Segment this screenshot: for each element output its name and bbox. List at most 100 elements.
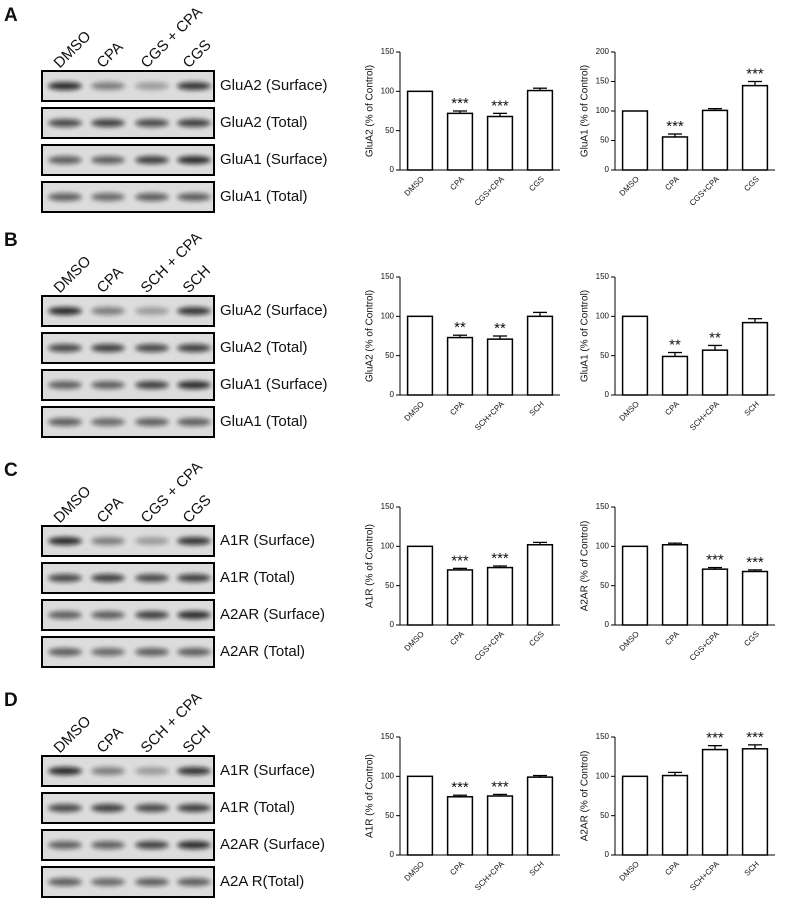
bar bbox=[701, 568, 729, 626]
significance: *** bbox=[706, 552, 724, 569]
blot-band bbox=[91, 344, 125, 352]
blot-band bbox=[135, 648, 169, 656]
y-tick-label: 100 bbox=[381, 541, 395, 550]
blot-label: A1R (Total) bbox=[220, 569, 295, 586]
bar bbox=[741, 84, 769, 171]
x-tick-label: DMSO bbox=[618, 175, 641, 198]
blot-band bbox=[177, 193, 211, 201]
significance: *** bbox=[451, 95, 469, 112]
blot-band bbox=[135, 767, 169, 775]
blot-band bbox=[91, 611, 125, 619]
x-tick-label: CGS+CPA bbox=[473, 174, 507, 208]
bar bbox=[486, 566, 514, 626]
blot-band bbox=[48, 119, 82, 127]
blot-band bbox=[48, 418, 82, 426]
bar bbox=[526, 544, 554, 626]
lane-label: CPA bbox=[94, 39, 127, 72]
y-tick-label: 200 bbox=[596, 47, 610, 56]
x-tick-label: CPA bbox=[448, 174, 466, 192]
blot-band bbox=[135, 156, 169, 164]
blot-band bbox=[91, 381, 125, 389]
x-tick-label: CGS bbox=[527, 630, 546, 649]
x-tick-label: CPA bbox=[663, 399, 681, 417]
bar bbox=[701, 748, 729, 856]
x-tick-label: CGS+CPA bbox=[688, 629, 722, 663]
y-tick-label: 150 bbox=[596, 77, 610, 86]
blot-band bbox=[91, 418, 125, 426]
significance: *** bbox=[451, 779, 469, 796]
panel-letter: D bbox=[4, 690, 18, 711]
blot-band bbox=[177, 537, 211, 545]
bar bbox=[661, 544, 689, 626]
significance: *** bbox=[491, 778, 509, 795]
blot-label: A1R (Surface) bbox=[220, 532, 315, 549]
x-tick-label: CPA bbox=[448, 859, 466, 877]
blot-band bbox=[48, 767, 82, 775]
blot-band bbox=[177, 648, 211, 656]
x-tick-label: DMSO bbox=[618, 860, 641, 883]
x-tick-label: CPA bbox=[448, 629, 466, 647]
x-tick-label: DMSO bbox=[403, 630, 426, 653]
y-tick-label: 50 bbox=[385, 581, 394, 590]
x-tick-label: CPA bbox=[663, 174, 681, 192]
lane-label: CPA bbox=[94, 494, 127, 527]
x-tick-label: CGS+CPA bbox=[473, 629, 507, 663]
y-tick-label: 50 bbox=[385, 351, 394, 360]
y-axis-label: A2AR (% of Control) bbox=[580, 751, 591, 842]
panel-letter: A bbox=[4, 5, 18, 26]
x-tick-label: CGS bbox=[742, 630, 761, 649]
blot-band bbox=[177, 381, 211, 389]
blot-band bbox=[135, 841, 169, 849]
blot-band bbox=[177, 82, 211, 90]
x-tick-label: SCH bbox=[743, 399, 761, 417]
bar bbox=[621, 315, 649, 396]
blot-band bbox=[48, 648, 82, 656]
blot-band bbox=[177, 119, 211, 127]
y-tick-label: 0 bbox=[390, 850, 395, 859]
x-tick-label: SCH bbox=[528, 859, 546, 877]
bar bbox=[621, 110, 649, 171]
y-tick-label: 50 bbox=[600, 136, 609, 145]
blot-band bbox=[48, 344, 82, 352]
blot-label: A1R (Total) bbox=[220, 799, 295, 816]
y-tick-label: 100 bbox=[381, 311, 395, 320]
blot-band bbox=[48, 82, 82, 90]
y-axis-label: GluA2 (% of Control) bbox=[365, 290, 376, 382]
y-tick-label: 150 bbox=[596, 502, 610, 511]
blot-band bbox=[135, 537, 169, 545]
bar bbox=[446, 112, 474, 171]
x-tick-label: SCH+CPA bbox=[473, 859, 506, 892]
y-tick-label: 0 bbox=[390, 390, 395, 399]
bar bbox=[486, 795, 514, 856]
blot-band bbox=[91, 574, 125, 582]
y-tick-label: 150 bbox=[381, 502, 395, 511]
significance: ** bbox=[669, 336, 681, 353]
lane-label: DMSO bbox=[51, 483, 95, 527]
blot-band bbox=[91, 537, 125, 545]
y-tick-label: 100 bbox=[596, 771, 610, 780]
significance: ** bbox=[494, 320, 506, 337]
blot-band bbox=[177, 611, 211, 619]
lane-label: CPA bbox=[94, 264, 127, 297]
y-tick-label: 100 bbox=[381, 771, 395, 780]
significance: ** bbox=[709, 329, 721, 346]
blot-band bbox=[135, 878, 169, 886]
x-tick-label: DMSO bbox=[403, 175, 426, 198]
blot-band bbox=[135, 344, 169, 352]
blot-band bbox=[48, 574, 82, 582]
blot-band bbox=[48, 381, 82, 389]
blot-band bbox=[135, 307, 169, 315]
significance: *** bbox=[746, 65, 764, 82]
y-tick-label: 50 bbox=[385, 811, 394, 820]
bar bbox=[526, 776, 554, 856]
blot-label: GluA1 (Surface) bbox=[220, 151, 328, 168]
lane-label: CPA bbox=[94, 724, 127, 757]
x-tick-label: CPA bbox=[448, 399, 466, 417]
y-tick-label: 150 bbox=[596, 732, 610, 741]
y-tick-label: 100 bbox=[596, 541, 610, 550]
bar bbox=[661, 355, 689, 396]
bar bbox=[741, 748, 769, 856]
y-axis-label: A2AR (% of Control) bbox=[580, 521, 591, 612]
x-tick-label: CPA bbox=[663, 629, 681, 647]
lane-label: DMSO bbox=[51, 713, 95, 757]
